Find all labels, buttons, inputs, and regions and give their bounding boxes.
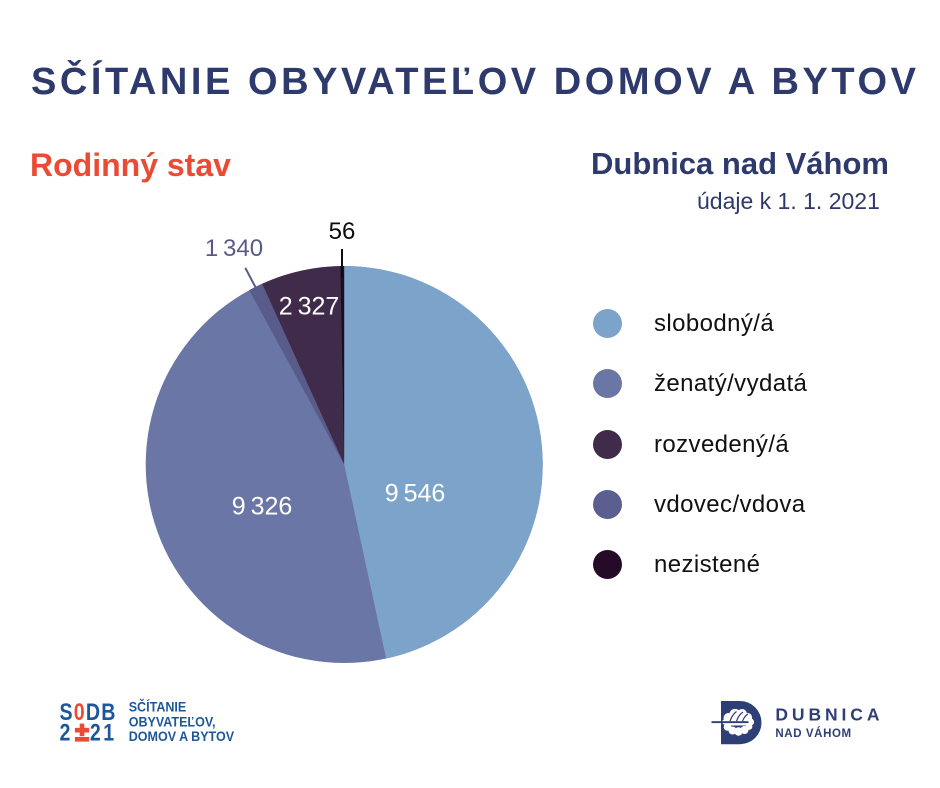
- svg-text:DUBNICA: DUBNICA: [775, 704, 883, 724]
- svg-text:OBYVATEĽOV,: OBYVATEĽOV,: [129, 714, 216, 730]
- svg-text:SČÍTANIE: SČÍTANIE: [129, 699, 187, 715]
- svg-text:2: 2: [60, 718, 72, 746]
- svg-text:DOMOV A BYTOV: DOMOV A BYTOV: [129, 729, 235, 745]
- svg-text:NAD VÁHOM: NAD VÁHOM: [775, 727, 851, 740]
- svg-text:S0DB: S0DB: [60, 698, 117, 726]
- svg-text:21: 21: [90, 718, 117, 746]
